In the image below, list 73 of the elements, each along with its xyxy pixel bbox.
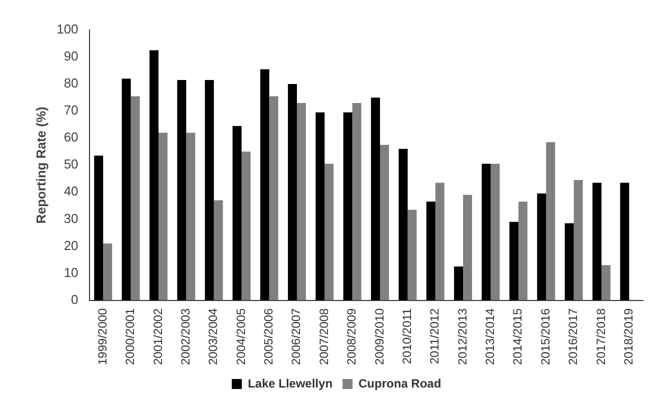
x-tick-label: 2012/2013	[455, 308, 470, 366]
bar	[408, 210, 417, 300]
y-tick-label: 20	[64, 238, 78, 253]
x-tick-label: 2014/2015	[510, 308, 525, 366]
bar	[482, 164, 491, 300]
bar	[103, 244, 112, 300]
x-tick-label: 2009/2010	[372, 308, 386, 366]
x-tick-label: 2004/2005	[234, 308, 248, 366]
x-tick-label: 2006/2007	[289, 308, 304, 366]
y-axis-title: Reporting Rate (%)	[33, 106, 48, 224]
bar	[454, 266, 464, 300]
y-tick-label: 10	[64, 264, 78, 280]
bar	[269, 96, 278, 300]
bar	[150, 50, 159, 300]
y-tick-label: 30	[64, 210, 78, 226]
x-tick-label: 2013/2014	[483, 308, 498, 366]
bar	[204, 80, 214, 300]
bar	[324, 164, 334, 300]
bar	[398, 148, 408, 300]
bar	[242, 152, 251, 300]
x-tick-label: 2016/2017	[566, 308, 580, 366]
bar	[158, 132, 168, 300]
y-tick-label: 80	[64, 76, 78, 91]
bar	[130, 96, 140, 300]
bar	[490, 164, 500, 300]
y-tick-label: 70	[64, 102, 78, 118]
x-tick-label: 2011/2012	[428, 308, 442, 364]
bar	[316, 112, 325, 300]
bar	[546, 142, 556, 300]
bar	[574, 180, 583, 300]
bar	[122, 78, 131, 300]
bar	[177, 80, 186, 300]
y-tick-label: 90	[64, 48, 78, 64]
y-tick-label: 0	[71, 292, 78, 307]
bar	[370, 98, 380, 300]
x-tick-label: 2007/2008	[316, 308, 331, 366]
x-tick-label: 2002/2003	[178, 308, 192, 366]
bar	[343, 112, 352, 300]
x-tick-label: 2001/2002	[150, 308, 165, 366]
y-tick-label: 60	[64, 130, 78, 145]
y-tick-label: 50	[64, 156, 78, 172]
bar	[214, 200, 223, 300]
x-tick-label: 2015/2016	[538, 308, 552, 366]
bar	[426, 202, 436, 300]
bar	[620, 182, 630, 300]
bar	[564, 223, 574, 300]
bar	[435, 182, 444, 300]
bar	[352, 102, 362, 300]
bar	[186, 132, 196, 300]
x-tick-label: 2010/2011	[400, 308, 414, 364]
x-tick-label: 1999/2000	[95, 308, 110, 366]
bar	[232, 126, 242, 300]
bar	[94, 156, 104, 300]
bar	[537, 194, 546, 300]
bar	[509, 222, 518, 300]
bar	[601, 265, 610, 300]
y-tick-label: 40	[64, 184, 78, 199]
legend-label: Lake Llewellyn	[248, 376, 333, 390]
x-tick-label: 2000/2001	[123, 308, 138, 366]
bar	[288, 84, 297, 300]
x-tick-label: 2008/2009	[344, 308, 359, 366]
x-tick-label: 2005/2006	[262, 308, 276, 366]
bar	[296, 102, 306, 300]
bar	[592, 182, 602, 300]
bar	[260, 69, 270, 300]
x-tick-label: 2018/2019	[621, 308, 636, 366]
x-tick-label: 2017/2018	[594, 308, 608, 366]
bar	[463, 194, 472, 300]
bar	[518, 202, 528, 300]
y-tick-label: 100	[56, 22, 78, 37]
legend-label: Cuprona Road	[358, 376, 442, 390]
x-tick-label: 2003/2004	[206, 308, 220, 366]
bar	[380, 144, 389, 300]
